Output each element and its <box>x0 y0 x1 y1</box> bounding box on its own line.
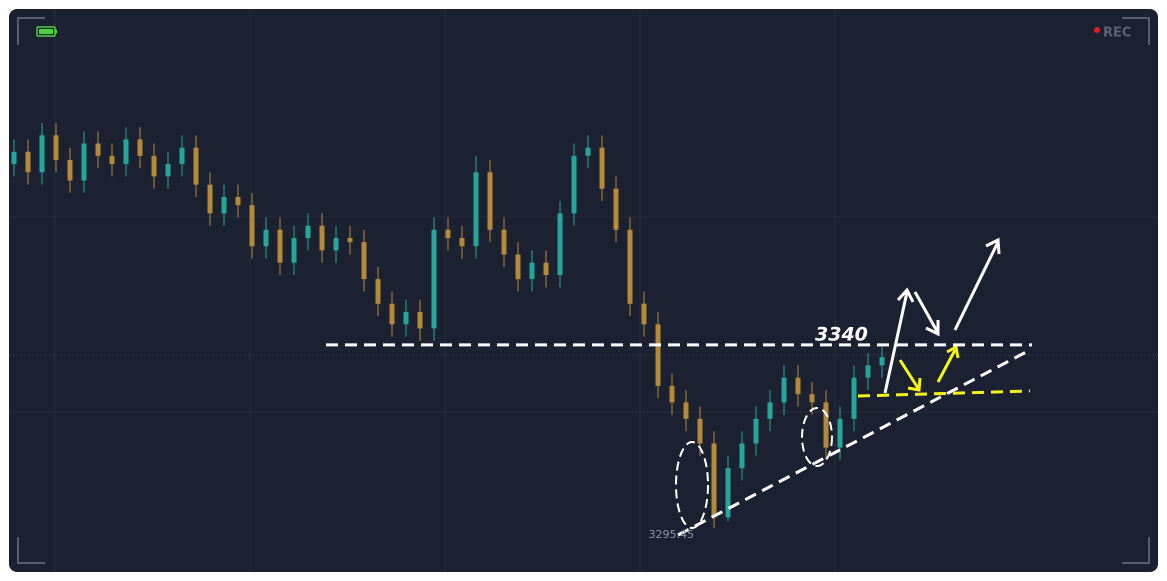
candle-body <box>781 377 787 403</box>
candle-body <box>795 377 801 395</box>
candle-body <box>123 139 129 165</box>
candle-body <box>599 147 605 189</box>
candle-body <box>305 225 311 239</box>
candle-body <box>249 205 255 247</box>
candle-body <box>109 155 115 165</box>
highlight-ellipse <box>801 407 833 467</box>
candle-body <box>39 135 45 173</box>
candle-body <box>333 238 339 251</box>
candle-body <box>95 143 101 156</box>
candle-body <box>529 262 535 280</box>
rec-label: REC <box>1103 26 1131 41</box>
candle-body <box>543 262 549 276</box>
candle-body <box>445 229 451 239</box>
candle-body <box>67 159 73 181</box>
candle-body <box>683 402 689 419</box>
grid <box>9 9 1158 572</box>
candle-body <box>375 279 381 304</box>
candle-body <box>697 418 703 444</box>
frame <box>9 9 1158 572</box>
candle-body <box>459 238 465 247</box>
candle-body <box>753 418 759 444</box>
candle-body <box>221 196 227 214</box>
candle-body <box>403 311 409 325</box>
candle-body <box>207 184 213 214</box>
candle-body <box>851 377 857 419</box>
candle-body <box>501 229 507 255</box>
candle-body <box>711 443 717 518</box>
trend-line <box>677 348 1031 537</box>
candle-body <box>165 164 171 177</box>
rec-dot <box>1094 27 1100 33</box>
candle-body <box>725 468 731 518</box>
candle-body <box>417 311 423 329</box>
candle-body <box>767 402 773 419</box>
candle-body <box>487 172 493 230</box>
candle-body <box>571 155 577 214</box>
low-price-label: 3295.45 <box>649 528 695 541</box>
candle-body <box>739 443 745 469</box>
candle-body <box>11 151 17 165</box>
candle-body <box>627 229 633 304</box>
highlight-ellipse <box>675 441 709 529</box>
battery-tip <box>55 29 57 34</box>
battery-level <box>39 29 53 34</box>
candle-body <box>151 155 157 177</box>
candle-body <box>879 357 885 366</box>
arrow <box>953 237 1001 331</box>
arrow <box>898 359 922 392</box>
candle-body <box>473 172 479 247</box>
corner-marks <box>17 17 1150 564</box>
candle-body <box>837 418 843 448</box>
candle-body <box>291 238 297 263</box>
candle-body <box>235 196 241 206</box>
candle-body <box>431 229 437 329</box>
corner <box>17 17 45 45</box>
corner <box>1122 17 1150 45</box>
candles <box>11 122 885 528</box>
candle-body <box>613 188 619 230</box>
candle-body <box>53 135 59 160</box>
level-label: 3340 <box>815 323 868 345</box>
candle-body <box>347 238 353 243</box>
candle-body <box>277 229 283 263</box>
arrow <box>936 344 960 383</box>
candle-body <box>137 139 143 156</box>
candle-body <box>389 303 395 325</box>
candle-body <box>361 242 367 280</box>
arrow <box>913 291 940 337</box>
candle-body <box>515 254 521 280</box>
arrow <box>883 287 915 394</box>
candle-body <box>655 324 661 386</box>
candle-body <box>25 151 31 173</box>
candle-body <box>179 147 185 165</box>
candle-body <box>823 402 829 448</box>
candle-body <box>865 365 871 378</box>
candle-body <box>641 303 647 325</box>
support-line <box>857 389 1031 398</box>
candle-body <box>585 147 591 156</box>
battery-icon <box>36 26 57 37</box>
candle-body <box>319 225 325 251</box>
candle-body <box>193 147 199 185</box>
candle-body <box>669 385 675 403</box>
candle-body <box>81 143 87 181</box>
corner <box>17 537 45 564</box>
candle-body <box>557 213 563 276</box>
corner <box>1122 537 1150 564</box>
candle-body <box>809 394 815 403</box>
candle-body <box>263 229 269 247</box>
annotations <box>675 237 1031 537</box>
